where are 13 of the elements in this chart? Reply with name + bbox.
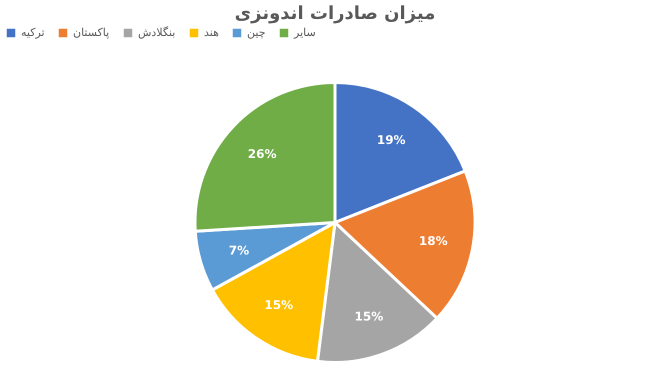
legend-label: بنگلادش xyxy=(138,26,176,39)
legend-label: ترکیه xyxy=(21,26,45,39)
data-label: 15% xyxy=(264,298,294,312)
data-label: 7% xyxy=(228,243,250,258)
data-label: 26% xyxy=(248,147,276,162)
legend-label: پاکستان xyxy=(73,26,110,39)
legend-label: چین xyxy=(247,26,266,39)
data-label: 15% xyxy=(354,310,384,324)
data-label: 19% xyxy=(376,132,406,147)
legend-label: سایر xyxy=(293,26,316,39)
chart-title: میزان صادرات اندونزی xyxy=(234,3,436,24)
legend-label: هند xyxy=(204,26,220,39)
data-label: 18% xyxy=(418,234,448,248)
